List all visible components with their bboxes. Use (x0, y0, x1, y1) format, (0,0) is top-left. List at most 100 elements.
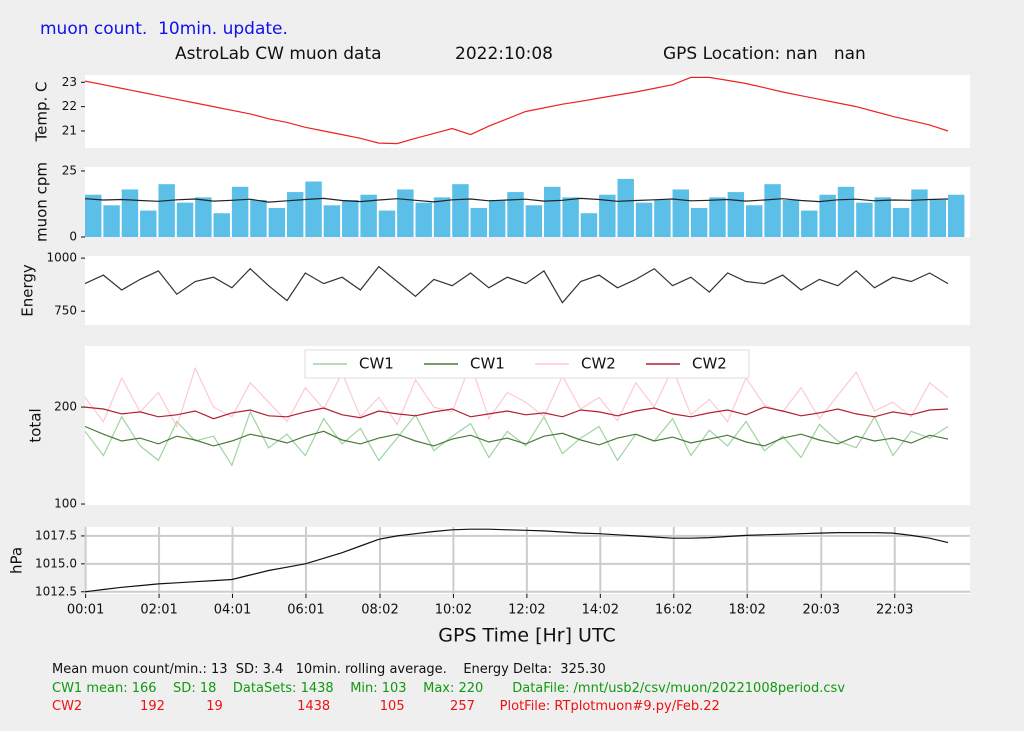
bar (85, 194, 102, 237)
bar (562, 197, 579, 237)
y-tick-label: 23 (62, 75, 77, 89)
bar (103, 205, 120, 237)
bar (268, 207, 286, 237)
bar (452, 184, 469, 237)
bar (323, 205, 341, 237)
y-tick-label: 1015.0 (35, 556, 77, 570)
line (84, 76, 949, 145)
x-tick-label: 20:03 (803, 603, 840, 618)
bar (433, 197, 451, 237)
line (84, 425, 949, 447)
y-tick-label: 1000 (46, 251, 77, 265)
bar (488, 200, 506, 237)
bar (911, 189, 928, 237)
bar (195, 197, 212, 237)
bar (727, 192, 745, 237)
y-tick-label: 22 (62, 99, 77, 113)
bar (654, 200, 671, 237)
bar (819, 194, 836, 237)
y-axis-label: hPa (8, 547, 26, 574)
bar (250, 200, 267, 237)
legend-label: CW2 (581, 355, 616, 373)
bar (947, 194, 965, 237)
x-tick-label: 06:01 (287, 603, 324, 618)
y-tick-label: 0 (69, 230, 77, 244)
bar (121, 189, 139, 237)
footer-line: Mean muon count/min.: 13 SD: 3.4 10min. … (52, 662, 606, 677)
bar (709, 197, 726, 237)
bar (140, 210, 157, 237)
x-tick-label: 16:02 (655, 603, 692, 618)
bar (929, 200, 947, 237)
bar (782, 200, 800, 237)
title: AstroLab CW muon data (175, 44, 382, 64)
x-tick-label: 02:01 (140, 603, 177, 618)
subtitle: muon count. 10min. update. (40, 19, 288, 39)
bar (415, 202, 432, 237)
y-axis-label: Temp. C (33, 82, 51, 143)
bar (378, 210, 396, 237)
bar (176, 202, 194, 237)
x-tick-label: 12:02 (508, 603, 545, 618)
plot-area (85, 256, 970, 325)
bar (690, 207, 708, 237)
y-tick-label: 1017.5 (35, 528, 77, 542)
footer-line: CW2 192 19 1438 105 257 PlotFile: RTplot… (52, 699, 720, 714)
footer-line: CW1 mean: 166 SD: 18 DataSets: 1438 Min:… (52, 681, 846, 696)
bar (507, 192, 524, 237)
x-axis-label: GPS Time [Hr] UTC (438, 625, 615, 647)
y-tick-label: 750 (54, 304, 77, 318)
bar (397, 189, 414, 237)
line (84, 406, 949, 420)
bar (525, 205, 543, 237)
x-tick-label: 08:02 (361, 603, 398, 618)
bar (745, 205, 763, 237)
bar (892, 207, 910, 237)
legend-label: CW1 (359, 355, 394, 373)
line (84, 528, 949, 593)
bar (231, 186, 249, 237)
line (84, 197, 949, 203)
bar (764, 184, 781, 237)
bar (360, 194, 377, 237)
y-tick-label: 21 (62, 123, 77, 137)
bar (856, 202, 873, 237)
bar (599, 194, 616, 237)
bar (342, 200, 359, 237)
legend-label: CW1 (470, 355, 505, 373)
bar (544, 186, 561, 237)
bar (874, 197, 891, 237)
bar (672, 189, 689, 237)
date: 2022:10:08 (455, 44, 553, 64)
location: GPS Location: nan nan (663, 44, 866, 64)
bar (305, 181, 322, 237)
line (84, 410, 949, 467)
x-tick-label: 22:03 (876, 603, 913, 618)
y-tick-label: 200 (54, 400, 77, 414)
bar (158, 184, 175, 237)
x-tick-label: 18:02 (728, 603, 765, 618)
bar (837, 186, 855, 237)
bar (213, 213, 230, 237)
bar (470, 207, 488, 237)
y-tick-label: 1012.5 (35, 584, 77, 598)
line (84, 265, 949, 304)
line (84, 361, 949, 429)
bar (617, 178, 634, 237)
bar (286, 192, 304, 237)
y-tick-label: 100 (54, 497, 77, 511)
legend-label: CW2 (692, 355, 727, 373)
y-tick-label: 25 (62, 163, 77, 177)
y-axis-label: total (27, 408, 45, 442)
y-axis-label: Energy (19, 264, 37, 317)
y-axis-label: muon cpm (33, 162, 51, 242)
x-tick-label: 10:02 (435, 603, 472, 618)
bar (635, 202, 653, 237)
x-tick-label: 04:01 (214, 603, 251, 618)
x-tick-label: 00:01 (67, 603, 104, 618)
bar (580, 213, 598, 237)
x-tick-label: 14:02 (582, 603, 619, 618)
bar (801, 210, 818, 237)
